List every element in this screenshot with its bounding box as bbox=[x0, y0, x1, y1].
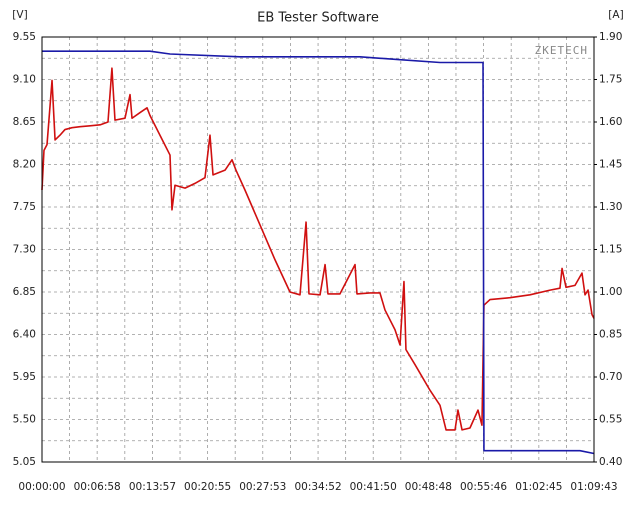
y-tick-label: 5.05 bbox=[13, 456, 36, 468]
y-axis-label: [V] bbox=[12, 9, 27, 21]
plot-marks bbox=[41, 50, 595, 455]
y-tick-label: 7.75 bbox=[13, 201, 36, 213]
y-tick-label: 6.85 bbox=[13, 286, 36, 298]
y-tick-label: 9.10 bbox=[13, 74, 36, 86]
y-tick-label: 8.65 bbox=[13, 116, 36, 128]
chart-title: EB Tester Software bbox=[257, 11, 379, 26]
y2-tick-label: 1.00 bbox=[599, 286, 622, 298]
y2-tick-label: 1.90 bbox=[599, 31, 622, 43]
x-tick-label: 01:02:45 bbox=[515, 481, 562, 493]
watermark: ZKETECH bbox=[535, 44, 588, 57]
y2-tick-label: 1.15 bbox=[599, 244, 622, 256]
y-tick-label: 8.20 bbox=[13, 159, 36, 171]
y2-tick-label: 1.30 bbox=[599, 201, 622, 213]
x-tick-label: 00:13:57 bbox=[129, 481, 176, 493]
x-tick-label: 00:41:50 bbox=[350, 481, 397, 493]
y-tick-label: 5.50 bbox=[13, 414, 36, 426]
x-tick-label: 00:55:46 bbox=[460, 481, 507, 493]
y-tick-label: 6.40 bbox=[13, 329, 36, 341]
y2-tick-label: 0.55 bbox=[599, 414, 622, 426]
x-tick-label: 00:27:53 bbox=[239, 481, 286, 493]
y2-tick-label: 1.75 bbox=[599, 74, 622, 86]
y2-tick-label: 0.40 bbox=[599, 456, 622, 468]
y-tick-label: 7.30 bbox=[13, 244, 36, 256]
x-tick-label: 00:48:48 bbox=[405, 481, 452, 493]
y2-axis-label: [A] bbox=[608, 9, 623, 21]
x-tick-label: 01:09:43 bbox=[570, 481, 617, 493]
series-line bbox=[42, 50, 595, 455]
y2-tick-label: 0.85 bbox=[599, 329, 622, 341]
y2-tick-label: 0.70 bbox=[599, 371, 622, 383]
x-tick-label: 00:00:00 bbox=[18, 481, 65, 493]
x-tick-label: 00:20:55 bbox=[184, 481, 231, 493]
x-tick-label: 00:06:58 bbox=[74, 481, 121, 493]
y2-tick-label: 1.60 bbox=[599, 116, 622, 128]
y-tick-label: 9.55 bbox=[13, 31, 36, 43]
series-line bbox=[41, 67, 595, 431]
x-tick-label: 00:34:52 bbox=[294, 481, 341, 493]
y2-tick-label: 1.45 bbox=[599, 159, 622, 171]
y-tick-label: 5.95 bbox=[13, 371, 36, 383]
